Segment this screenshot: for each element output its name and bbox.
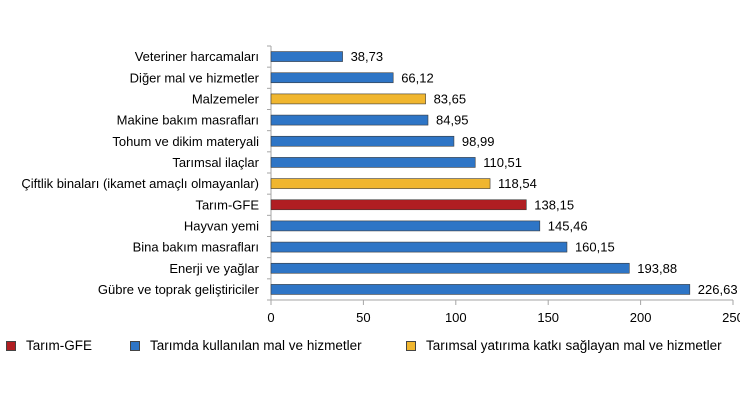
legend-item-goods: Tarımda kullanılan mal ve hizmetler xyxy=(130,338,362,353)
category-label: Bina bakım masrafları xyxy=(133,240,259,255)
bar xyxy=(270,220,541,232)
data-label: 118,54 xyxy=(498,176,537,191)
bar xyxy=(270,51,343,62)
bar xyxy=(270,262,630,274)
category-label: Tohum ve dikim materyali xyxy=(112,134,259,149)
legend: Tarım-GFE Tarımda kullanılan mal ve hizm… xyxy=(0,338,740,360)
legend-label-invest: Tarımsal yatırıma katkı sağlayan mal ve … xyxy=(426,338,722,353)
data-label: 138,15 xyxy=(534,197,574,212)
category-label: Malzemeler xyxy=(192,91,260,106)
bar xyxy=(270,135,455,147)
category-label: Makine bakım masrafları xyxy=(117,113,259,128)
category-label: Tarım-GFE xyxy=(195,197,259,212)
bar xyxy=(270,178,491,189)
legend-label-total: Tarım-GFE xyxy=(26,338,92,353)
category-label: Çiftlik binaları (ikamet amaçlı olmayanl… xyxy=(21,176,259,191)
bar xyxy=(270,157,476,168)
data-label: 193,88 xyxy=(637,261,677,276)
category-label: Gübre ve toprak geliştiriciler xyxy=(98,282,260,297)
x-tick-label: 100 xyxy=(445,310,467,325)
category-label: Tarımsal ilaçlar xyxy=(172,155,259,170)
bar xyxy=(270,284,691,295)
data-label: 38,73 xyxy=(351,49,384,64)
legend-swatch-goods xyxy=(130,340,140,351)
legend-label-goods: Tarımda kullanılan mal ve hizmetler xyxy=(150,338,362,353)
data-label: 110,51 xyxy=(483,155,522,170)
legend-item-total: Tarım-GFE xyxy=(6,338,92,353)
bar xyxy=(270,93,426,105)
x-tick-label: 150 xyxy=(537,310,559,325)
x-tick-label: 250 xyxy=(722,310,740,325)
bar xyxy=(270,199,527,211)
legend-swatch-total xyxy=(6,340,16,351)
x-tick-label: 50 xyxy=(356,310,370,325)
bar xyxy=(270,72,394,84)
category-label: Diğer mal ve hizmetler xyxy=(130,70,260,85)
category-label: Hayvan yemi xyxy=(184,218,259,233)
data-label: 83,65 xyxy=(434,91,467,106)
category-label: Veteriner harcamaları xyxy=(135,49,259,64)
data-label: 84,95 xyxy=(436,113,469,128)
x-tick-label: 0 xyxy=(267,310,274,325)
data-label: 226,63 xyxy=(698,282,738,297)
data-label: 66,12 xyxy=(401,70,434,85)
legend-item-invest: Tarımsal yatırıma katkı sağlayan mal ve … xyxy=(406,338,722,353)
category-label: Enerji ve yağlar xyxy=(169,261,259,276)
data-label: 145,46 xyxy=(548,218,588,233)
data-label: 98,99 xyxy=(462,134,495,149)
bar xyxy=(270,241,568,253)
data-label: 160,15 xyxy=(575,240,615,255)
bar xyxy=(270,114,429,126)
legend-swatch-invest xyxy=(406,340,416,351)
x-tick-label: 200 xyxy=(630,310,652,325)
